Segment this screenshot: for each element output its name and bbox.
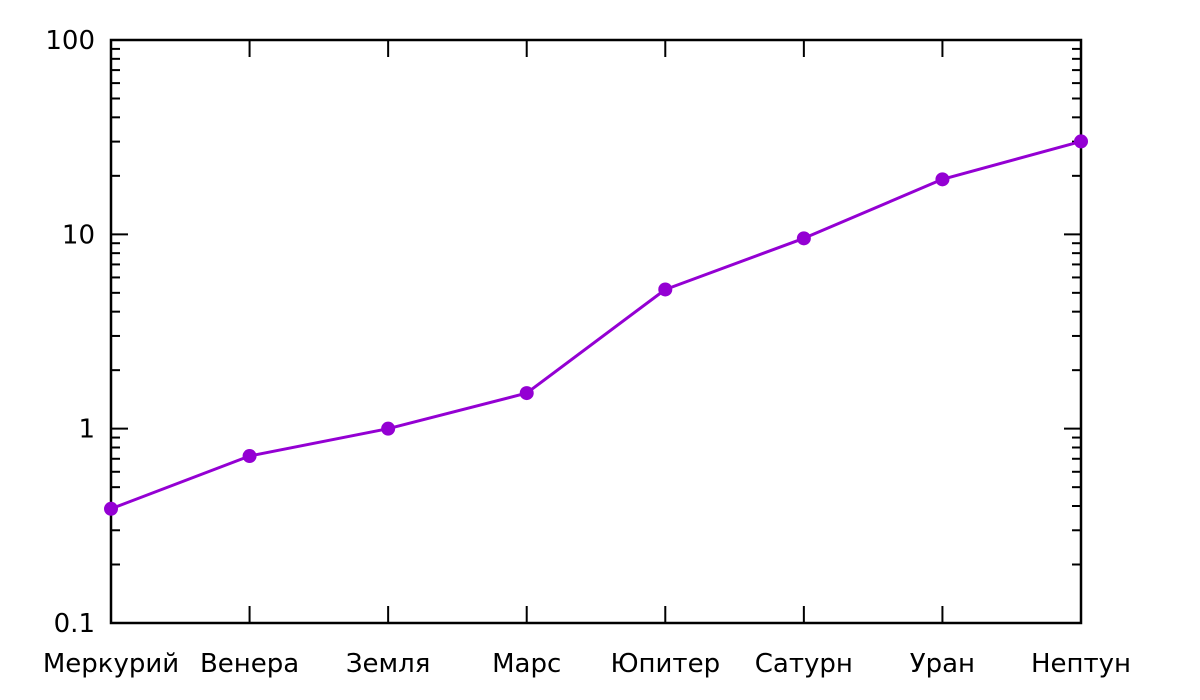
y-axis-labels: 0.1 1 10 100 bbox=[45, 26, 95, 639]
data-point bbox=[519, 386, 534, 401]
x-tick-label: Нептун bbox=[1031, 649, 1131, 679]
data-point bbox=[381, 421, 396, 436]
x-tick-label: Меркурий bbox=[43, 649, 179, 679]
major-ticks bbox=[111, 39, 1081, 624]
x-tick-label: Венера bbox=[200, 649, 299, 679]
y-tick-label: 1 bbox=[78, 415, 95, 445]
x-tick-label: Земля bbox=[346, 649, 431, 679]
data-point bbox=[796, 231, 811, 246]
data-point bbox=[935, 172, 950, 187]
data-point bbox=[242, 449, 257, 464]
x-ticks bbox=[110, 40, 1082, 623]
series-layer bbox=[104, 134, 1088, 516]
x-tick-label: Сатурн bbox=[755, 649, 853, 679]
series-line bbox=[110, 139, 1082, 511]
plot-frame bbox=[109, 38, 1083, 625]
data-point bbox=[658, 282, 673, 297]
y-tick-label: 10 bbox=[62, 220, 95, 250]
minor-ticks bbox=[111, 47, 1081, 566]
x-tick-label: Марс bbox=[492, 649, 561, 679]
x-tick-label: Юпитер bbox=[610, 649, 720, 679]
data-point bbox=[104, 501, 118, 516]
x-tick-label: Уран bbox=[910, 649, 975, 679]
x-axis-labels: Меркурий Венера Земля Марс Юпитер Сатурн Уран Н… bbox=[43, 649, 1131, 679]
data-point bbox=[1074, 134, 1088, 149]
y-tick-label: 100 bbox=[45, 26, 95, 56]
y-tick-label: 0.1 bbox=[54, 609, 95, 639]
